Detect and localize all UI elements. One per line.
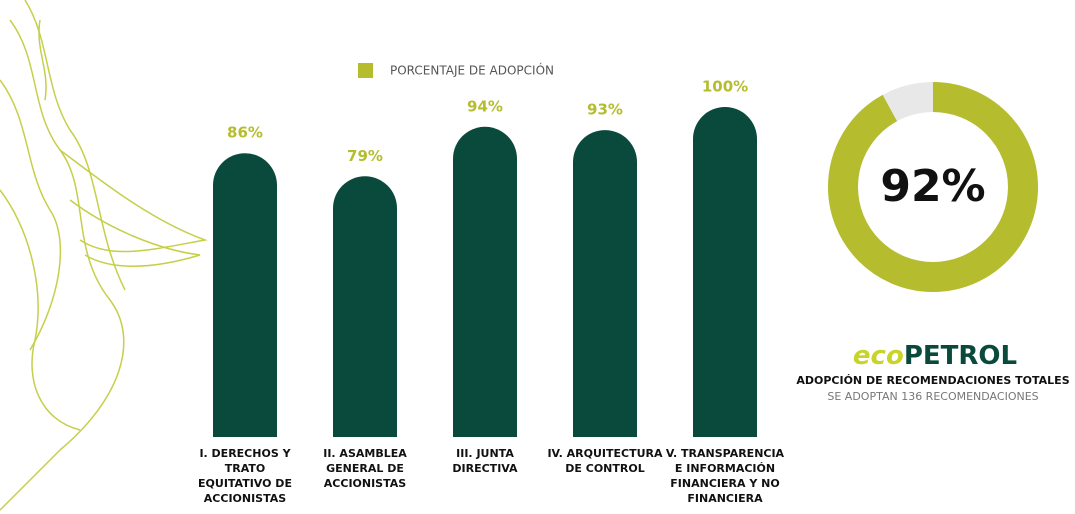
category-label: II. ASAMBLEA GENERAL DE ACCIONISTAS	[323, 447, 407, 490]
bar	[573, 130, 637, 437]
value-label: 94%	[467, 97, 503, 115]
logo-eco: eco	[853, 341, 904, 371]
category-label: IV. ARQUITECTURA DE CONTROL	[547, 447, 663, 475]
value-label: 100%	[702, 78, 748, 96]
value-label: 86%	[227, 124, 263, 142]
legend-label: PORCENTAJE DE ADOPCIÓN	[390, 63, 554, 78]
category-label: III. JUNTA DIRECTIVA	[452, 447, 518, 475]
logo: ecoPETROL	[853, 341, 1017, 371]
legend-swatch	[358, 63, 373, 78]
category-label: I. DERECHOS Y TRATO EQUITATIVO DE ACCION…	[198, 447, 292, 505]
logo-petrol: PETROL	[904, 341, 1017, 371]
caption-subtitle: SE ADOPTAN 136 RECOMENDACIONES	[827, 390, 1038, 403]
bar	[213, 153, 277, 437]
donut-label: 92%	[880, 161, 985, 212]
donut-arc	[828, 82, 1038, 292]
caption-title: ADOPCIÓN DE RECOMENDACIONES TOTALES	[796, 374, 1069, 387]
bar	[453, 126, 517, 438]
decoration	[0, 0, 208, 511]
value-label: 93%	[587, 101, 623, 119]
category-label: V. TRANSPARENCIA E INFORMACIÓN FINANCIER…	[665, 447, 785, 505]
value-label: 79%	[347, 147, 383, 165]
bar	[333, 176, 397, 438]
bar	[693, 107, 757, 437]
